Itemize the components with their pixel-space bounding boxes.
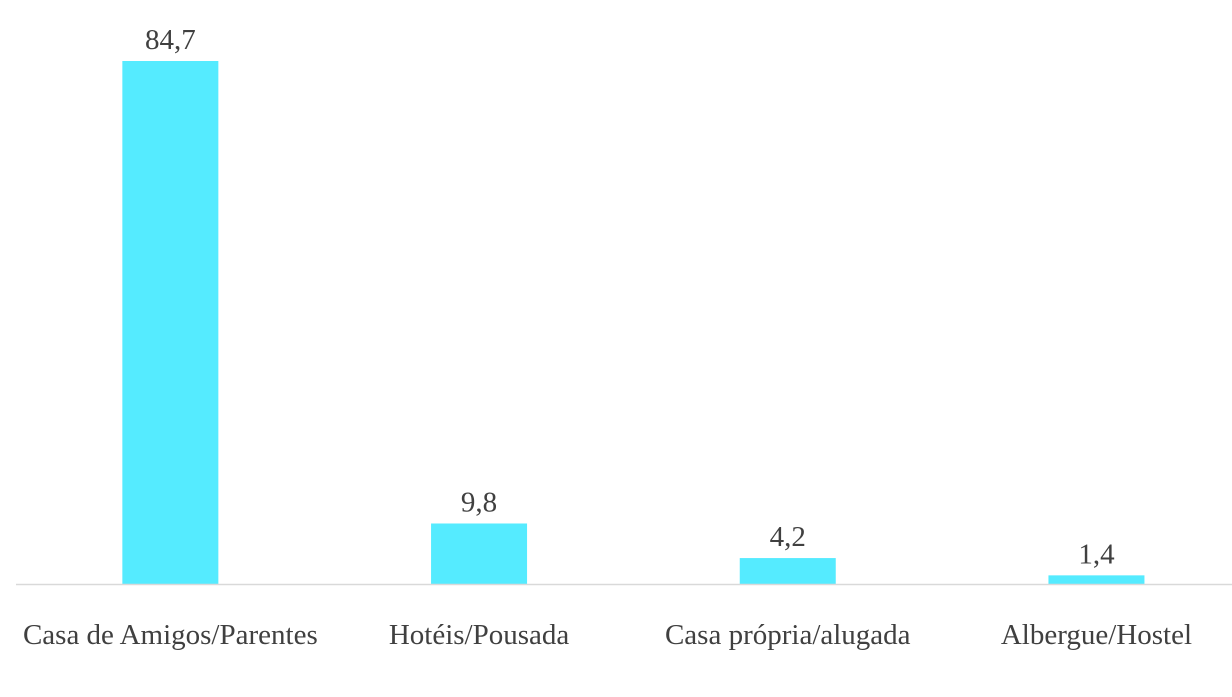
- data-label: 84,7: [145, 24, 196, 56]
- x-tick-label: Casa própria/alugada: [664, 619, 911, 651]
- bar: [1048, 575, 1145, 584]
- data-label: 9,8: [461, 486, 497, 518]
- x-tick-label: Casa de Amigos/Parentes: [22, 619, 318, 651]
- bar: [122, 61, 219, 584]
- bar: [739, 558, 836, 584]
- x-tick-label: Hotéis/Pousada: [388, 619, 570, 651]
- data-label: 4,2: [770, 521, 806, 553]
- bar: [431, 523, 528, 584]
- data-label: 1,4: [1078, 538, 1115, 570]
- x-tick-label: Albergue/Hostel: [1000, 619, 1193, 651]
